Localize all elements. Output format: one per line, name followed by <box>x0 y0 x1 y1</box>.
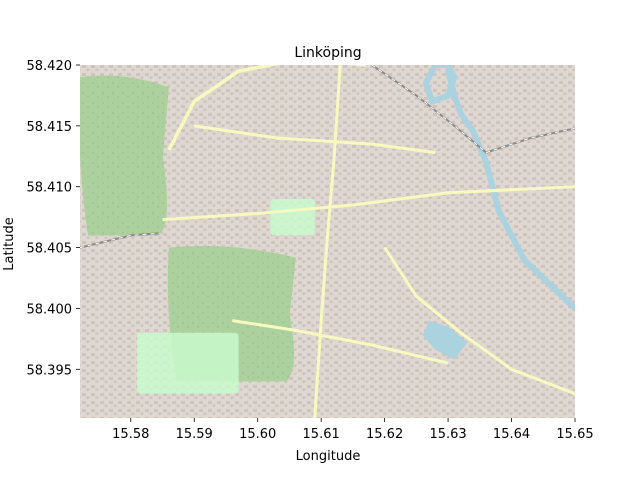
park-southwest-area <box>137 332 239 394</box>
ring-road <box>167 65 366 152</box>
park-center-area <box>270 198 315 236</box>
main-road <box>162 185 575 222</box>
main-road <box>313 65 342 418</box>
railway-line-dash <box>371 65 575 154</box>
main-road <box>383 246 575 396</box>
river-loop-north <box>422 65 458 106</box>
x-tick-label: 15.62 <box>366 427 403 442</box>
main-road <box>232 319 449 365</box>
x-tick-label: 15.64 <box>493 427 530 442</box>
forest-west-area <box>80 75 169 236</box>
x-tick-label: 15.58 <box>112 427 149 442</box>
map-plot-area <box>80 65 575 418</box>
x-tick-label: 15.65 <box>556 427 593 442</box>
y-tick-label: 58.405 <box>27 242 73 257</box>
y-tick-label: 58.395 <box>27 363 73 378</box>
y-tick-label: 58.420 <box>27 59 73 74</box>
y-tick-label: 58.410 <box>27 181 73 196</box>
pond-south <box>422 320 468 360</box>
axes: 15.58 15.59 15.60 15.61 15.62 15.63 15.64 15.65… <box>27 59 594 442</box>
railway-west-dash <box>80 232 163 249</box>
x-tick-label: 15.60 <box>239 427 276 442</box>
main-road <box>193 124 436 155</box>
x-tick-label: 15.63 <box>429 427 466 442</box>
y-tick-label: 58.400 <box>27 302 73 317</box>
x-tick-label: 15.61 <box>303 427 340 442</box>
map-title: Linköping <box>294 45 361 61</box>
y-tick-label: 58.415 <box>27 120 73 135</box>
river <box>445 68 575 312</box>
y-axis-label: Latitude <box>2 217 17 271</box>
x-axis-label: Longitude <box>296 449 361 464</box>
x-tick-label: 15.59 <box>176 427 213 442</box>
